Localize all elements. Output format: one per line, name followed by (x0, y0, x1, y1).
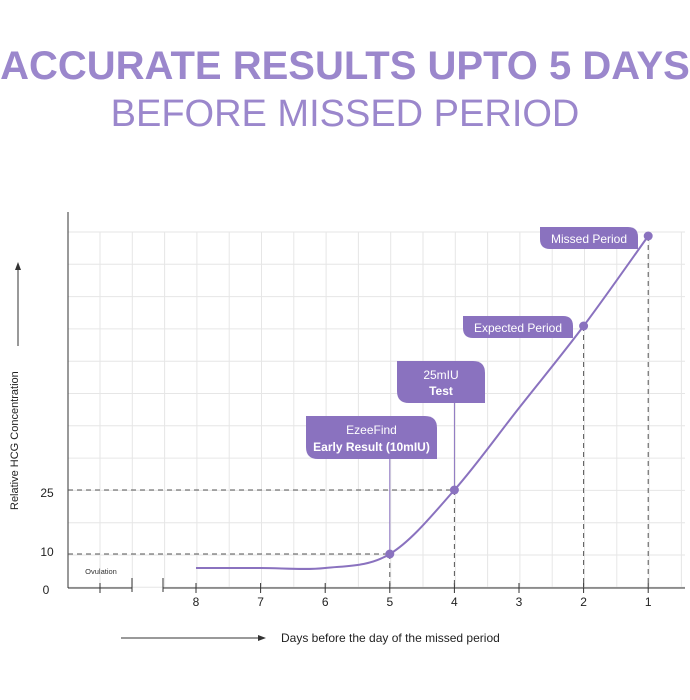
x-ticks: 8 7 6 5 4 3 2 1 (193, 583, 652, 609)
y-axis-arrow-head (15, 262, 21, 270)
x-tick-label: 3 (516, 595, 523, 609)
callout-text: EzeeFind (346, 423, 397, 437)
y-axis-label: Relative HCG Concentration (9, 371, 21, 510)
headline: ACCURATE RESULTS UPTO 5 DAYS (0, 44, 690, 88)
x-tick-label: 8 (193, 595, 200, 609)
callout-text: 25mIU (423, 368, 458, 382)
subheadline: BEFORE MISSED PERIOD (110, 93, 580, 135)
callout-missed-period: Missed Period (540, 227, 638, 249)
x-tick-label: 1 (645, 595, 652, 609)
callout-expected-period: Expected Period (463, 316, 573, 338)
data-point-marker (579, 321, 589, 331)
callout-labels: EzeeFind Early Result (10mIU) 25mIU Test Exp… (306, 227, 638, 550)
callout-bg (540, 227, 638, 249)
reference-lines (68, 236, 649, 588)
data-point-marker (385, 549, 395, 559)
callout-text: Missed Period (551, 232, 627, 246)
callout-25miu: 25mIU Test (397, 361, 485, 486)
x-tick-label: 6 (322, 595, 329, 609)
callout-bg (463, 316, 573, 338)
y-tick-label-25: 25 (40, 486, 54, 500)
ovulation-label: Ovulation (85, 567, 117, 576)
axes: Ovulation 0 10 25 Relative HCG Concentra… (9, 212, 685, 645)
y-tick-label-0: 0 (43, 583, 50, 597)
callout-bg (397, 361, 485, 403)
callout-bg (306, 416, 437, 459)
x-tick-label: 7 (257, 595, 264, 609)
callout-text: Test (429, 384, 453, 398)
callout-text: Expected Period (474, 321, 562, 335)
data-point-marker (449, 485, 459, 495)
x-axis-label: Days before the day of the missed period (281, 631, 500, 645)
data-point-marker (643, 231, 653, 241)
callout-text: Early Result (10mIU) (313, 440, 430, 454)
x-axis-arrow-head (258, 635, 266, 641)
x-tick-label: 2 (580, 595, 587, 609)
y-tick-label-10: 10 (40, 545, 54, 559)
markers (385, 231, 653, 559)
callout-ezeefind: EzeeFind Early Result (10mIU) (306, 416, 437, 550)
x-tick-label: 4 (451, 595, 458, 609)
x-tick-label: 5 (386, 595, 393, 609)
grid (68, 231, 685, 588)
